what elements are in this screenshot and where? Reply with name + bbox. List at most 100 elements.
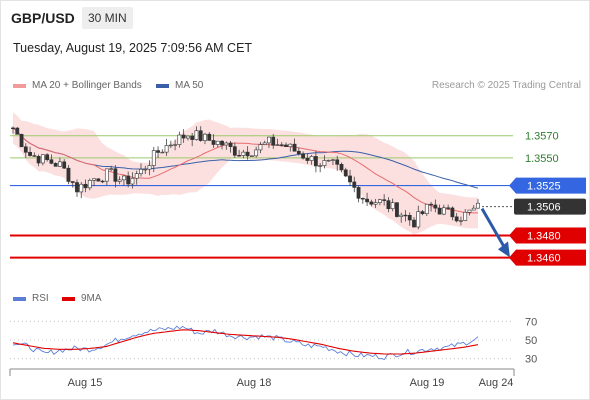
candle-body [407,215,412,221]
candle-body [28,152,32,156]
candle-body [32,155,37,157]
candle-body [390,202,395,210]
candle-body [356,187,361,199]
candle-body [373,202,378,205]
candle-body [441,207,446,215]
candle-body [433,204,438,209]
ma20-line [12,127,478,214]
candle-body [271,136,276,146]
candle-body [23,146,28,153]
candle-body [403,214,408,217]
candle-body [19,133,24,148]
candle-body [365,198,369,203]
candle-body [87,179,92,189]
candle-body [173,144,178,146]
candle-body [79,183,84,193]
candle-body [476,202,480,209]
candle-body [139,168,143,175]
candle-body [459,220,463,222]
x-tick-label: Aug 15 [68,377,103,389]
legend-rsi-ma: 9MA [62,293,102,304]
candle-body [156,150,160,153]
candle-body [245,151,250,157]
candle-body [62,161,67,169]
candle-body [386,200,391,210]
candle-body [275,144,280,146]
candle-body [203,133,207,141]
candle-body [147,165,152,170]
candle-body [15,127,20,135]
candle-body [267,136,271,144]
candle-body [258,144,263,151]
candle-body [420,211,425,214]
candle-body [40,154,45,164]
candle-body [254,149,259,157]
candle-body [395,202,399,217]
candle-body [53,163,58,167]
support-tag [509,227,586,244]
candle-body [309,156,314,161]
candle-body [348,175,352,183]
bollinger-band [13,112,478,235]
copyright-text: Research © 2025 Trading Central [431,80,581,91]
candle-body [450,207,455,218]
legend-rsi-ma-label: 9MA [81,293,102,304]
candle-body [326,159,331,162]
forecast-arrow-head [498,241,510,258]
candle-body [104,168,109,182]
x-tick-label: Aug 19 [410,377,445,389]
candle-body [66,167,71,182]
chart-datetime: Tuesday, August 19, 2025 7:09:56 AM CET [13,41,253,55]
legend-ma50-label: MA 50 [175,80,204,91]
candle-body [11,127,15,130]
candle-body [143,168,148,171]
candle-body [237,155,242,157]
resistance-label: 1.3550 [525,153,559,165]
pivot-label: 1.3525 [527,181,561,193]
candle-body [211,140,216,145]
candle-body [36,156,41,164]
candle-body [241,151,246,156]
candle-body [301,153,305,159]
legend-ma20-swatch [13,83,26,88]
candle-body [416,211,421,228]
candle-body [313,156,318,167]
candle-body [360,198,365,200]
last-price-tag [514,198,586,215]
candle-body [100,180,105,183]
candle-body [382,199,387,201]
legend-rsi-swatch [13,296,26,301]
candle-body [113,168,118,182]
support-label: 1.3460 [527,253,561,265]
last-price-label: 1.3506 [527,202,561,214]
candle-body [83,183,88,189]
candle-body [70,181,75,183]
candle-body [186,135,190,139]
timeframe-button[interactable]: 30 MIN [82,7,133,29]
candle-body [377,199,382,203]
candle-body [399,214,404,217]
rsi-ma-line [12,329,479,355]
forecast-arrow-shaft [480,207,507,250]
candle-body [168,144,173,147]
candle-body [322,160,327,166]
candle-body [335,159,340,165]
candle-body [96,178,101,182]
candle-body [228,142,233,147]
candle-body [198,130,203,141]
candle-body [220,140,224,146]
candle-body [232,146,237,156]
candle-body [471,207,476,211]
pair-title: GBP/USD [11,10,75,26]
candle-body [130,177,135,185]
candle-body [194,130,199,140]
candle-body [249,155,254,157]
x-tick-label: Aug 18 [237,377,272,389]
candle-body [463,211,468,221]
candle-body [190,135,195,140]
pivot-tag [509,177,586,194]
candle-body [454,216,459,222]
candle-body [49,159,54,164]
